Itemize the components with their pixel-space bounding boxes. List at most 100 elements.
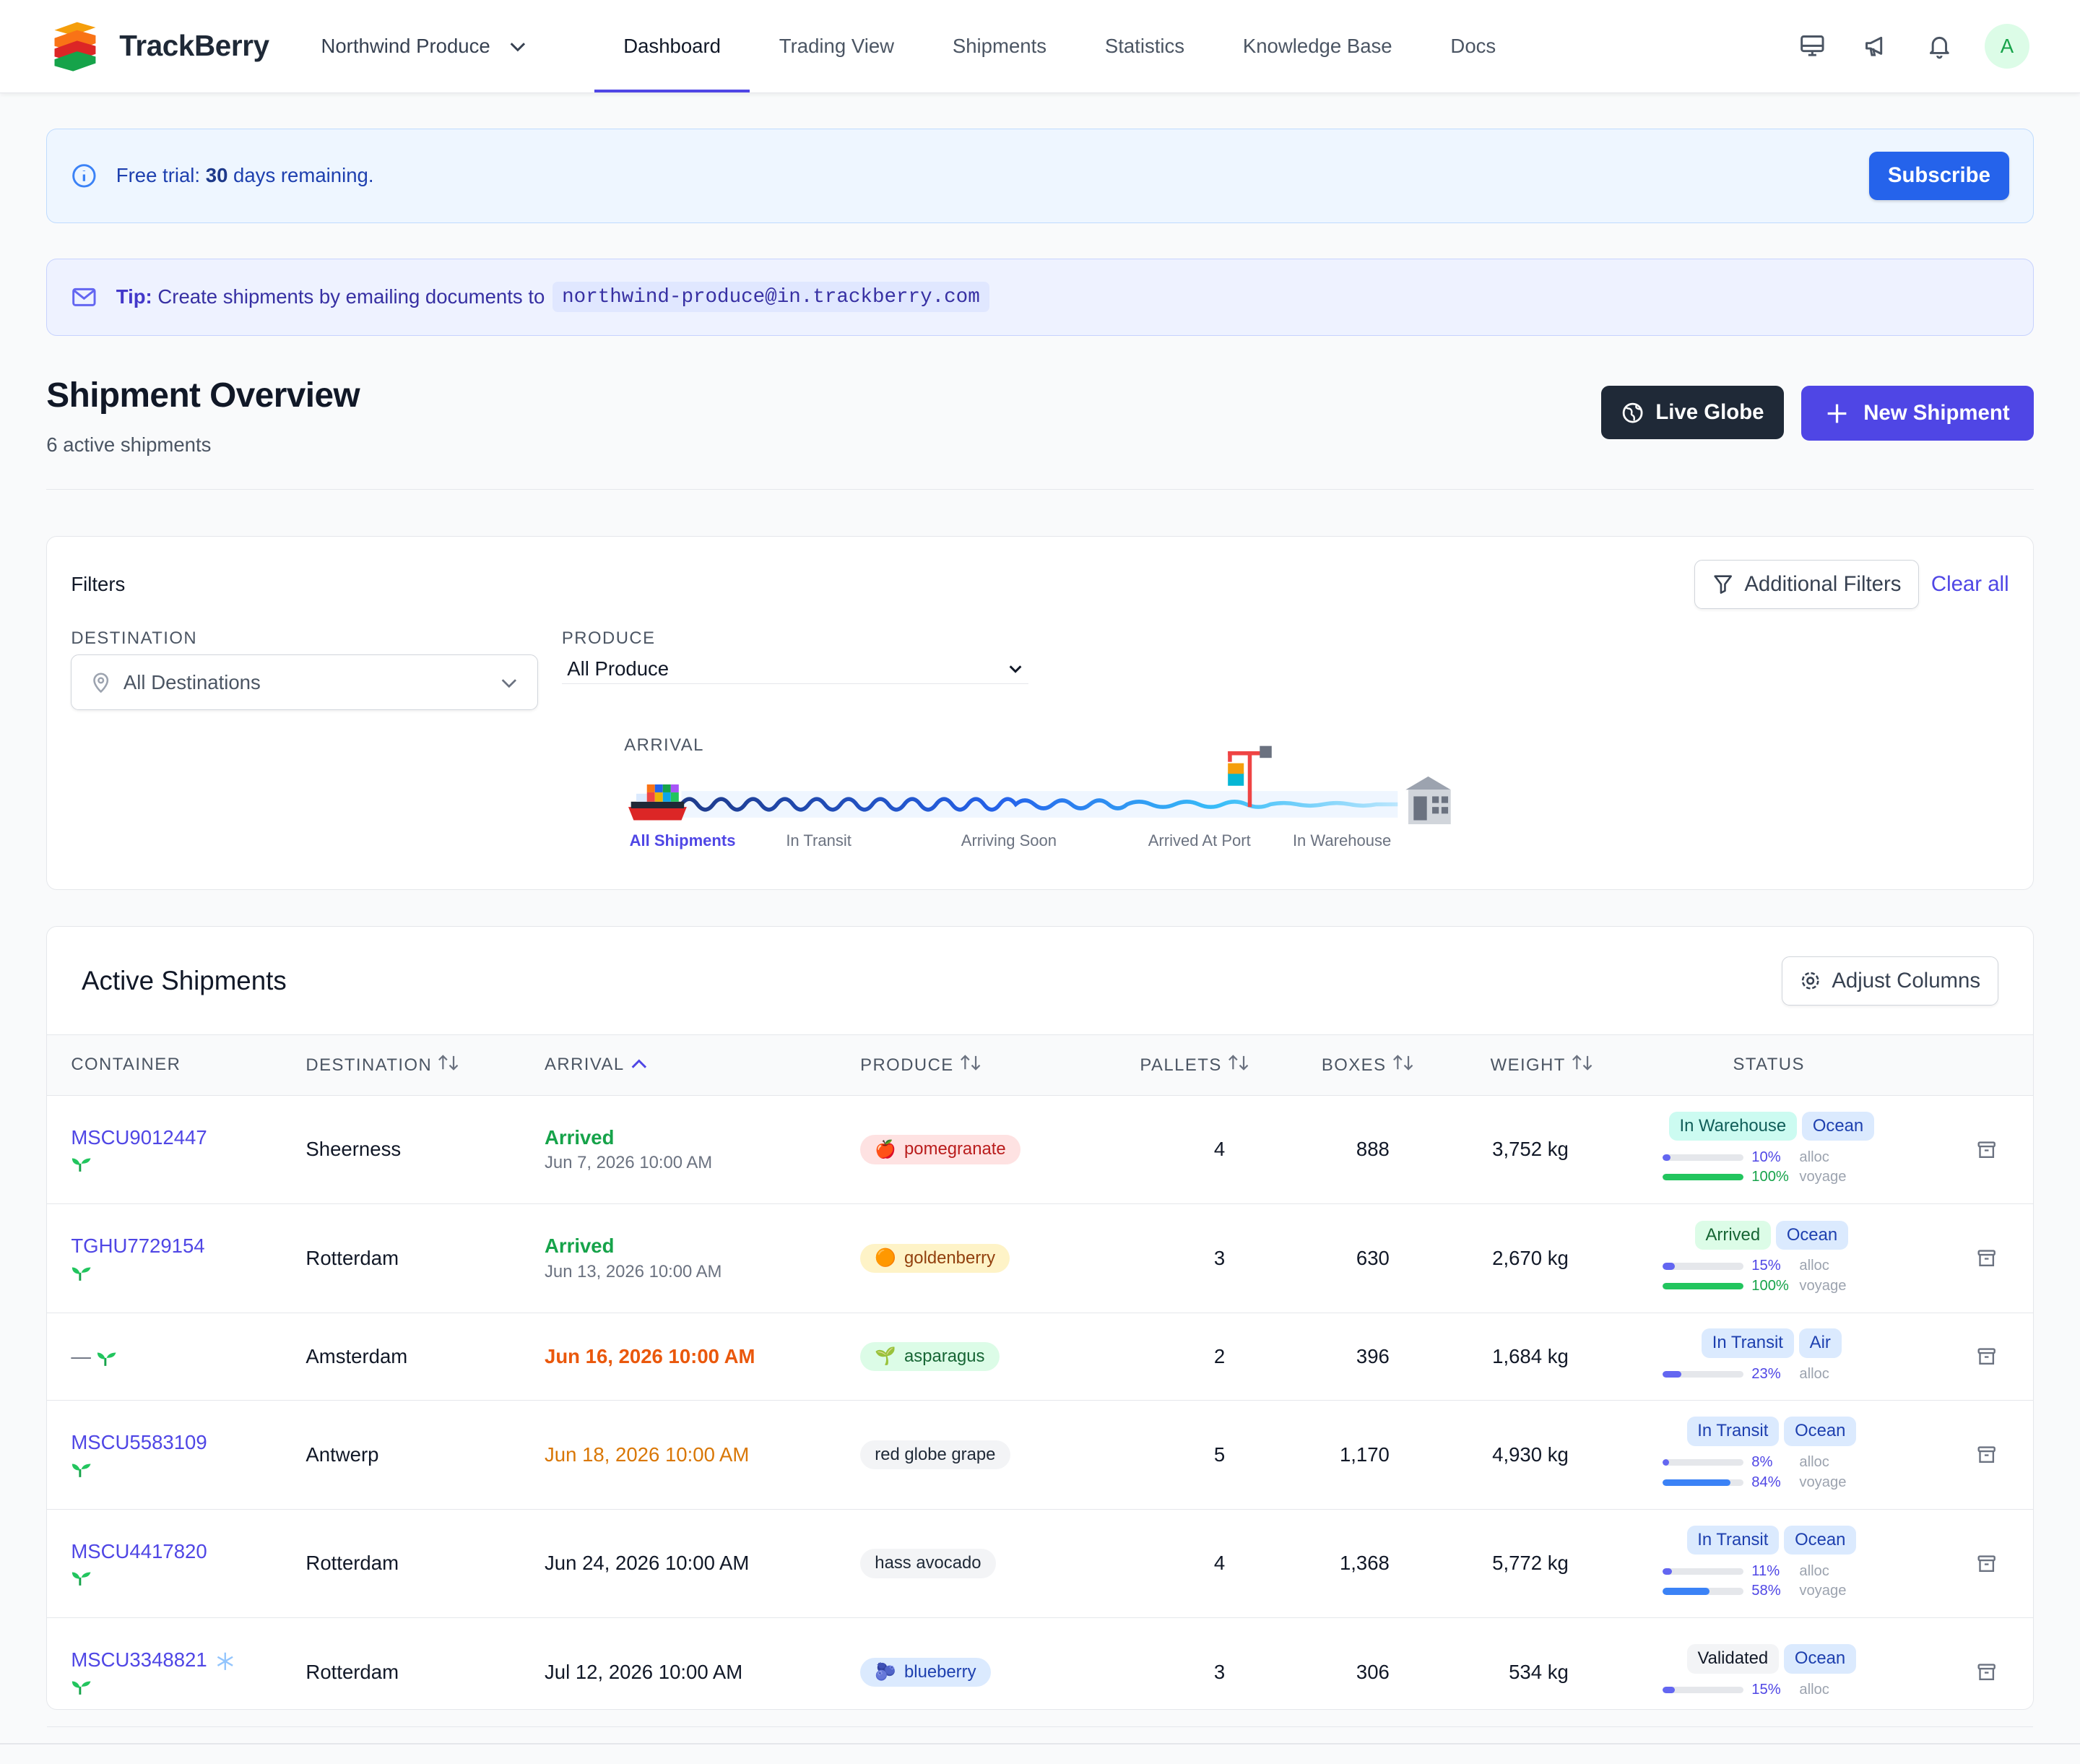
container-link[interactable]: MSCU3348821: [71, 1648, 207, 1672]
sort-icon: [438, 1055, 459, 1071]
nav-statistics[interactable]: Statistics: [1104, 34, 1185, 57]
archive-icon[interactable]: [1976, 1346, 1997, 1367]
tip-label: Tip:: [116, 285, 152, 308]
produce-emoji: 🟠: [875, 1248, 897, 1268]
cell-boxes: 396: [1254, 1313, 1419, 1401]
avatar[interactable]: A: [1984, 23, 2030, 69]
main-nav: Dashboard Trading View Shipments Statist…: [594, 0, 1525, 93]
cell-status: Arrived Ocean 15% alloc 100% voyage: [1598, 1203, 1941, 1313]
cell-destination: Rotterdam: [306, 1509, 545, 1619]
produce-chip: red globe grape: [860, 1440, 1010, 1469]
stage-in-transit[interactable]: In Transit: [786, 831, 852, 849]
page-subtitle: 6 active shipments: [46, 433, 212, 457]
brand[interactable]: TrackBerry: [51, 20, 321, 72]
container-id: —: [71, 1344, 91, 1367]
arrival-timeline[interactable]: [628, 743, 1457, 862]
mode-badge: Ocean: [1802, 1111, 1874, 1141]
nav-dashboard[interactable]: Dashboard: [594, 0, 751, 93]
col-pallets[interactable]: PALLETS: [1092, 1035, 1254, 1096]
trial-text: Free trial: 30 days remaining.: [116, 164, 374, 187]
cell-weight: 5,772 kg: [1418, 1509, 1598, 1619]
cell-produce: red globe grape: [860, 1400, 1093, 1510]
mode-badge: Ocean: [1784, 1644, 1856, 1674]
cell-arrival: Jun 18, 2026 10:00 AM: [545, 1400, 861, 1510]
subscribe-button[interactable]: Subscribe: [1869, 151, 2009, 200]
cell-actions: [1940, 1313, 2033, 1401]
table-row[interactable]: MSCU4417820 Rotterdam Jun 24, 2026 10:00…: [47, 1509, 2033, 1619]
col-boxes[interactable]: BOXES: [1254, 1035, 1419, 1096]
mode-badge: Ocean: [1784, 1417, 1857, 1446]
stage-in-warehouse[interactable]: In Warehouse: [1292, 831, 1392, 849]
table-row[interactable]: MSCU5583109 Antwerp Jun 18, 2026 10:00 A…: [47, 1400, 2033, 1510]
destination-label: DESTINATION: [71, 628, 198, 648]
sprout-icon: [72, 1463, 91, 1477]
org-name: Northwind Produce: [321, 34, 490, 57]
megaphone-icon[interactable]: [1844, 20, 1907, 72]
cell-weight: 3,752 kg: [1418, 1095, 1598, 1205]
destination-value: All Destinations: [123, 670, 261, 693]
container-link[interactable]: MSCU4417820: [71, 1539, 207, 1562]
alloc-bar: 23% alloc: [1663, 1365, 1875, 1385]
map-pin-icon: [93, 673, 109, 693]
col-container: CONTAINER: [47, 1035, 306, 1096]
table-row[interactable]: TGHU7729154 Rotterdam Arrived Jun 13, 202…: [47, 1203, 2033, 1313]
bell-icon[interactable]: [1907, 20, 1971, 72]
additional-filters-button[interactable]: Additional Filters: [1694, 559, 1920, 609]
cell-container: TGHU7729154: [47, 1203, 306, 1313]
additional-filters-label: Additional Filters: [1744, 571, 1902, 596]
nav-knowledge-base[interactable]: Knowledge Base: [1242, 34, 1392, 57]
col-produce[interactable]: PRODUCE: [860, 1035, 1093, 1096]
cell-status: In Transit Ocean 11% alloc 58% voyage: [1598, 1509, 1941, 1619]
org-switcher[interactable]: Northwind Produce: [321, 35, 594, 58]
container-link[interactable]: MSCU5583109: [71, 1431, 207, 1454]
cell-status: In Warehouse Ocean 10% alloc 100% voyage: [1598, 1095, 1941, 1205]
sort-icon: [1228, 1055, 1249, 1071]
nav-docs[interactable]: Docs: [1450, 34, 1496, 57]
cell-destination: Amsterdam: [306, 1313, 545, 1401]
arrival-date: Jun 24, 2026 10:00 AM: [545, 1552, 750, 1575]
status-badge: In Transit: [1702, 1328, 1794, 1358]
stage-arrived-at-port[interactable]: Arrived At Port: [1148, 831, 1251, 849]
voyage-bar: 100% voyage: [1663, 1276, 1875, 1297]
snowflake-icon: [217, 1653, 233, 1671]
cell-container: MSCU9012447: [47, 1095, 306, 1205]
table-row[interactable]: — Amsterdam Jun 16, 2026 10:00 AM 🌱 aspar…: [47, 1313, 2033, 1401]
overview-header: Shipment Overview 6 active shipments Liv…: [46, 376, 2034, 490]
col-arrival[interactable]: ARRIVAL: [545, 1035, 861, 1096]
archive-icon[interactable]: [1976, 1444, 1997, 1465]
status-badge: In Transit: [1686, 1526, 1780, 1555]
monitor-icon[interactable]: [1780, 20, 1844, 72]
archive-icon[interactable]: [1976, 1139, 1997, 1160]
produce-chip: 🫐 blueberry: [860, 1657, 991, 1687]
live-globe-button[interactable]: Live Globe: [1601, 386, 1785, 439]
arrival-label: ARRIVAL: [624, 735, 704, 756]
stage-arriving-soon[interactable]: Arriving Soon: [961, 831, 1057, 849]
cell-produce: hass avocado: [860, 1509, 1093, 1619]
cell-produce: 🫐 blueberry: [860, 1617, 1093, 1727]
cell-destination: Rotterdam: [306, 1203, 545, 1313]
adjust-columns-button[interactable]: Adjust Columns: [1782, 956, 1998, 1006]
container-link[interactable]: TGHU7729154: [71, 1235, 205, 1258]
destination-select[interactable]: All Destinations: [71, 654, 538, 711]
nav-shipments[interactable]: Shipments: [952, 34, 1047, 57]
cell-pallets: 4: [1092, 1509, 1254, 1619]
container-link[interactable]: MSCU9012447: [71, 1125, 207, 1149]
col-destination[interactable]: DESTINATION: [306, 1035, 545, 1096]
archive-icon[interactable]: [1976, 1248, 1997, 1268]
tip-email[interactable]: northwind-produce@in.trackberry.com: [552, 282, 989, 313]
archive-icon[interactable]: [1976, 1553, 1997, 1574]
new-shipment-button[interactable]: New Shipment: [1800, 386, 2034, 441]
cell-arrival: Jul 12, 2026 10:00 AM: [545, 1617, 861, 1727]
arrival-date: Jul 12, 2026 10:00 AM: [545, 1660, 743, 1683]
produce-select[interactable]: All Produce: [561, 654, 1029, 684]
sprout-icon: [72, 1681, 91, 1695]
cell-weight: 1,684 kg: [1418, 1313, 1598, 1401]
archive-icon[interactable]: [1976, 1661, 1997, 1682]
col-weight[interactable]: WEIGHT: [1418, 1035, 1598, 1096]
clear-all-link[interactable]: Clear all: [1930, 571, 2009, 596]
nav-trading-view[interactable]: Trading View: [779, 34, 895, 57]
table-row[interactable]: MSCU9012447 Sheerness Arrived Jun 7, 2026…: [47, 1095, 2033, 1205]
cell-actions: [1940, 1400, 2033, 1510]
table-row[interactable]: MSCU3348821 Rotterdam Jul 12, 2026 10:00…: [47, 1617, 2033, 1727]
stage-all-shipments[interactable]: All Shipments: [629, 831, 736, 849]
